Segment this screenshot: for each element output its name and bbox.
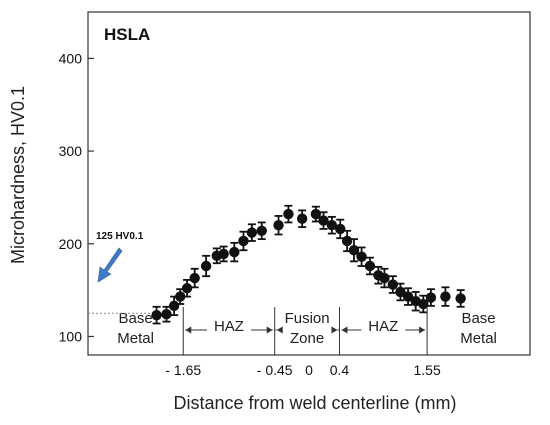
- panel-title: HSLA: [104, 25, 150, 44]
- region-arrow-head: [185, 326, 192, 334]
- region-label: Zone: [290, 330, 324, 347]
- data-series: [151, 204, 466, 325]
- data-point: [379, 272, 390, 284]
- data-point: [168, 300, 180, 312]
- data-point: [229, 246, 240, 258]
- reference-label: 125 HV0.1: [96, 231, 144, 242]
- y-axis-title: Microhardness, HV0.1: [8, 86, 28, 264]
- data-point: [425, 292, 437, 303]
- data-point: [273, 220, 284, 231]
- x-tick-label: 0.4: [330, 362, 350, 378]
- region-label: HAZ: [214, 318, 244, 335]
- data-point: [296, 213, 308, 224]
- data-point: [310, 208, 322, 220]
- data-point: [356, 251, 367, 262]
- data-point: [402, 291, 414, 302]
- data-point: [348, 245, 360, 256]
- region-band: Base Metal HAZ Fusion Zone HAZ Base Metal: [117, 307, 497, 355]
- data-point: [418, 298, 429, 310]
- region-arrow-head: [419, 326, 426, 334]
- y-tick-label: 300: [59, 143, 83, 159]
- region-arrow-head: [276, 326, 283, 334]
- data-point: [326, 220, 338, 231]
- region-label: Base: [461, 310, 495, 327]
- data-point: [318, 215, 329, 226]
- region-arrow-head: [341, 326, 348, 334]
- data-point: [189, 272, 200, 284]
- plot-frame: [87, 11, 531, 356]
- data-point: [175, 291, 186, 302]
- region-label: Metal: [117, 330, 154, 347]
- region-arrow-head: [331, 326, 338, 334]
- region-label: Base: [119, 310, 153, 327]
- region-label: HAZ: [368, 318, 398, 335]
- data-point: [246, 227, 258, 238]
- region-arrow-head: [266, 326, 273, 334]
- data-point: [440, 291, 451, 302]
- data-point: [455, 293, 466, 304]
- data-point: [151, 309, 162, 321]
- x-axis: - 1.65 - 0.45 0 0.4 1.55: [165, 362, 441, 378]
- x-axis-title: Distance from weld centerline (mm): [173, 393, 456, 413]
- data-point: [238, 235, 249, 247]
- data-point: [200, 260, 212, 272]
- data-point: [181, 283, 193, 294]
- data-point: [161, 309, 172, 320]
- y-tick-label: 400: [59, 50, 83, 66]
- data-point: [218, 248, 229, 260]
- data-point: [395, 286, 406, 298]
- y-tick-label: 100: [59, 328, 83, 344]
- data-point: [283, 208, 294, 220]
- data-point: [335, 223, 346, 235]
- y-axis: 100 200 300 400: [59, 50, 94, 344]
- x-tick-label: - 0.45: [257, 362, 293, 378]
- x-tick-label: 1.55: [413, 362, 440, 378]
- region-label: Metal: [460, 330, 497, 347]
- y-tick-label: 200: [59, 236, 83, 252]
- annotation-arrow-icon: [97, 247, 123, 283]
- reference-marker: 125 HV0.1: [88, 231, 153, 314]
- data-point: [341, 235, 353, 247]
- data-point: [256, 225, 267, 236]
- data-point: [364, 260, 376, 272]
- x-tick-label: - 1.65: [165, 362, 201, 378]
- region-label: Fusion: [285, 310, 330, 327]
- x-tick-label: 0: [305, 362, 313, 378]
- data-point: [387, 279, 399, 290]
